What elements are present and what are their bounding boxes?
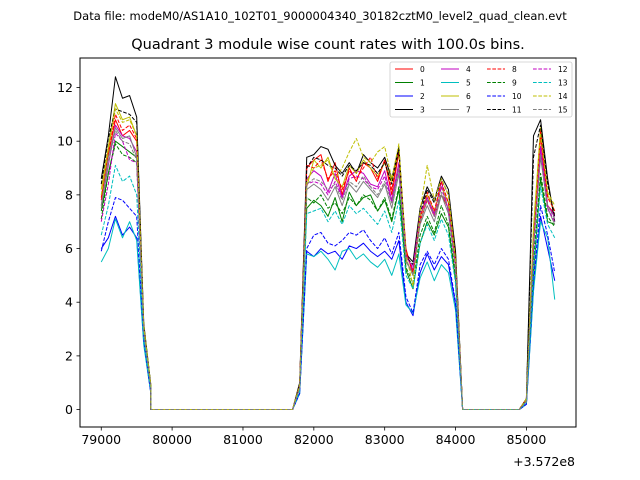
y-tick-label: 2: [65, 348, 73, 363]
y-tick-label: 12: [57, 80, 73, 95]
x-tick-label: 83000: [365, 432, 405, 447]
legend-label-4: 4: [466, 65, 471, 74]
x-tick-label: 82000: [294, 432, 334, 447]
x-tick-label: 81000: [223, 432, 263, 447]
legend-label-0: 0: [420, 65, 425, 74]
axes-frame: [79, 57, 577, 428]
x-tick-label: 79000: [81, 432, 121, 447]
legend-label-11: 11: [512, 106, 522, 115]
series-layer: [100, 76, 556, 411]
legend-label-12: 12: [558, 65, 568, 74]
legend-label-1: 1: [420, 79, 425, 88]
legend-label-2: 2: [420, 92, 425, 101]
x-tick-label: 85000: [507, 432, 547, 447]
legend-label-13: 13: [558, 79, 568, 88]
legend-label-9: 9: [512, 79, 517, 88]
legend-label-5: 5: [466, 79, 471, 88]
x-tick-label: 80000: [152, 432, 192, 447]
y-tick-label: 0: [65, 402, 73, 417]
legend-label-15: 15: [558, 106, 568, 115]
chart-title: Quadrant 3 module wise count rates with …: [131, 37, 525, 53]
legend-label-7: 7: [466, 106, 471, 115]
x-tick-label: 84000: [436, 432, 476, 447]
legend-label-3: 3: [420, 106, 425, 115]
legend-box: [389, 61, 573, 118]
y-tick-label: 10: [57, 134, 73, 149]
x-offset-label: +3.572e8: [513, 454, 575, 469]
legend-label-10: 10: [512, 92, 522, 101]
ticks-layer: 79000 80000 81000 82000 83000 84000 85000 0 2 4 6 8…: [57, 80, 546, 447]
legend-label-6: 6: [466, 92, 471, 101]
y-tick-label: 4: [65, 295, 73, 310]
figure-suptitle: Data file: modeM0/AS1A10_102T01_90000043…: [73, 9, 567, 23]
series-line-15: [100, 129, 556, 411]
legend-label-8: 8: [512, 65, 517, 74]
y-tick-label: 6: [65, 241, 73, 256]
y-tick-label: 8: [65, 187, 73, 202]
legend-label-14: 14: [558, 92, 568, 101]
